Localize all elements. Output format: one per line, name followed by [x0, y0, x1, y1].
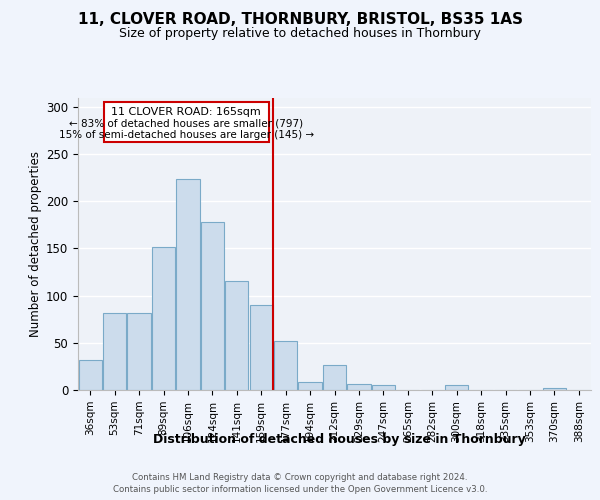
Text: Contains HM Land Registry data © Crown copyright and database right 2024.: Contains HM Land Registry data © Crown c… [132, 472, 468, 482]
Bar [543, 388, 566, 390]
Bar [298, 382, 322, 390]
Bar [176, 178, 200, 390]
Bar [127, 312, 151, 390]
Text: 15% of semi-detached houses are larger (145) →: 15% of semi-detached houses are larger (… [59, 130, 314, 140]
Bar [201, 222, 224, 390]
Bar [372, 386, 395, 390]
Text: Distribution of detached houses by size in Thornbury: Distribution of detached houses by size … [152, 432, 526, 446]
Bar [347, 384, 371, 390]
Bar [79, 360, 102, 390]
Text: 11, CLOVER ROAD, THORNBURY, BRISTOL, BS35 1AS: 11, CLOVER ROAD, THORNBURY, BRISTOL, BS3… [77, 12, 523, 28]
Bar [152, 246, 175, 390]
Bar [445, 386, 468, 390]
FancyBboxPatch shape [104, 102, 269, 142]
Bar [323, 366, 346, 390]
Bar [250, 305, 273, 390]
Text: Size of property relative to detached houses in Thornbury: Size of property relative to detached ho… [119, 28, 481, 40]
Text: ← 83% of detached houses are smaller (797): ← 83% of detached houses are smaller (79… [69, 118, 303, 128]
Text: Contains public sector information licensed under the Open Government Licence v3: Contains public sector information licen… [113, 485, 487, 494]
Bar [274, 341, 297, 390]
Text: 11 CLOVER ROAD: 165sqm: 11 CLOVER ROAD: 165sqm [111, 107, 261, 117]
Bar [103, 312, 126, 390]
Bar [225, 280, 248, 390]
Y-axis label: Number of detached properties: Number of detached properties [29, 151, 42, 337]
